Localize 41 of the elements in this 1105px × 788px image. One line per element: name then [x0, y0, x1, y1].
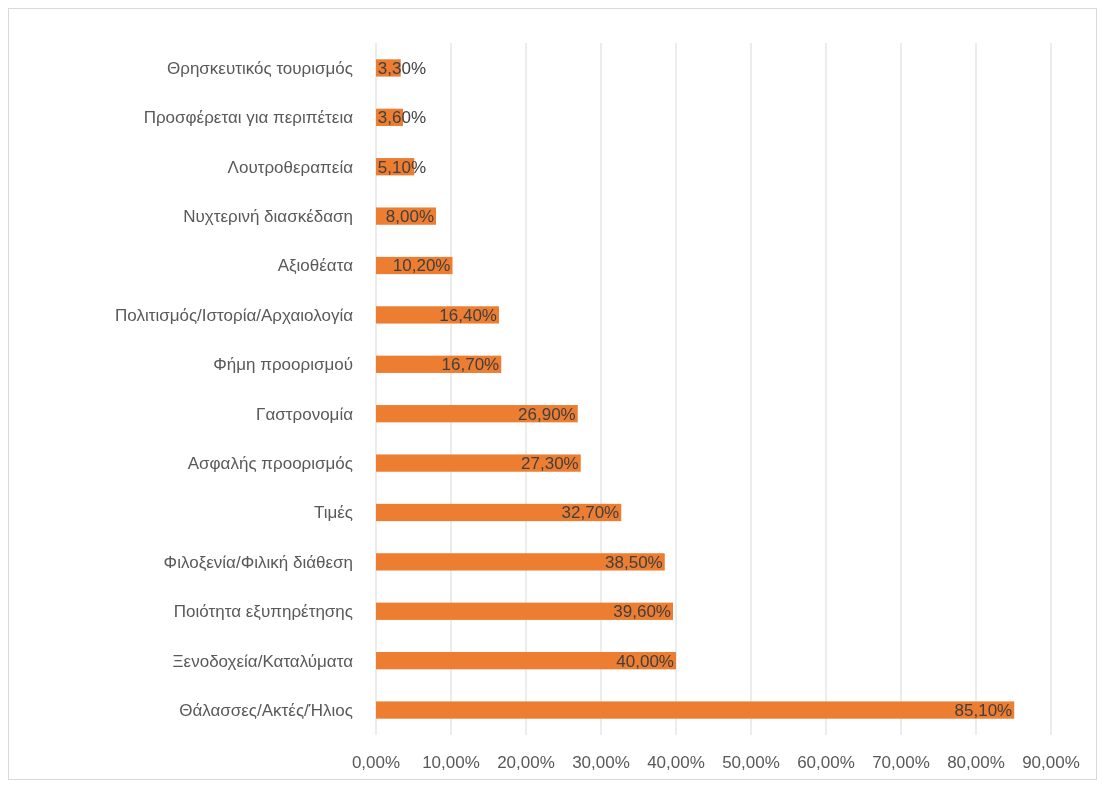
bar [376, 602, 673, 620]
y-tick-label: Τιμές [313, 503, 353, 523]
y-tick-label: Θάλασσες/Ακτές/Ήλιος [179, 701, 353, 721]
data-label: 16,40% [439, 305, 497, 325]
bar [376, 652, 676, 670]
x-tick-label: 70,00% [872, 753, 930, 772]
y-tick-label: Φιλοξενία/Φιλική διάθεση [163, 552, 353, 572]
data-label: 85,10% [954, 701, 1013, 721]
data-label: 26,90% [518, 404, 576, 424]
data-label: 8,00% [385, 207, 434, 227]
y-tick-label: Προσφέρεται για περιπέτεια [143, 108, 354, 128]
data-label: 16,70% [441, 355, 500, 375]
data-label: 40,00% [616, 651, 674, 671]
bar [376, 454, 581, 472]
x-tick-label: 60,00% [797, 753, 855, 772]
bar [376, 701, 1015, 719]
x-tick-label: 30,00% [572, 753, 630, 772]
bar [376, 503, 622, 522]
y-tick-label: Ασφαλής προορισμός [187, 454, 353, 474]
bar [376, 553, 665, 571]
y-tick-label: Αξιοθέατα [277, 256, 354, 276]
y-tick-label: Λουτροθεραπεία [227, 157, 354, 177]
data-label: 10,20% [392, 256, 451, 276]
y-tick-label: Γαστρονομία [256, 404, 354, 424]
data-label: 38,50% [605, 552, 663, 572]
x-tick-label: 10,00% [422, 753, 480, 772]
y-tick-label: Θρησκευτικός τουρισμός [167, 58, 353, 78]
data-label: 39,60% [613, 602, 671, 622]
x-tick-label: 50,00% [722, 753, 780, 772]
x-tick-label: 80,00% [947, 753, 1005, 772]
y-tick-label: Ποιότητα εξυπηρέτησης [173, 602, 353, 622]
data-label: 27,30% [521, 454, 579, 474]
data-label: 32,70% [561, 503, 620, 523]
y-tick-label: Φήμη προορισμού [213, 355, 353, 375]
y-tick-label: Ξενοδοχεία/Καταλύματα [172, 651, 354, 671]
y-tick-label: Νυχτερινή διασκέδαση [183, 207, 353, 227]
x-tick-label: 0,00% [351, 753, 401, 772]
x-tick-label: 20,00% [497, 753, 555, 772]
x-tick-label: 90,00% [1022, 753, 1080, 772]
y-tick-label: Πολιτισμός/Ιστορία/Αρχαιολογία [115, 305, 354, 325]
x-tick-label: 40,00% [647, 753, 705, 772]
